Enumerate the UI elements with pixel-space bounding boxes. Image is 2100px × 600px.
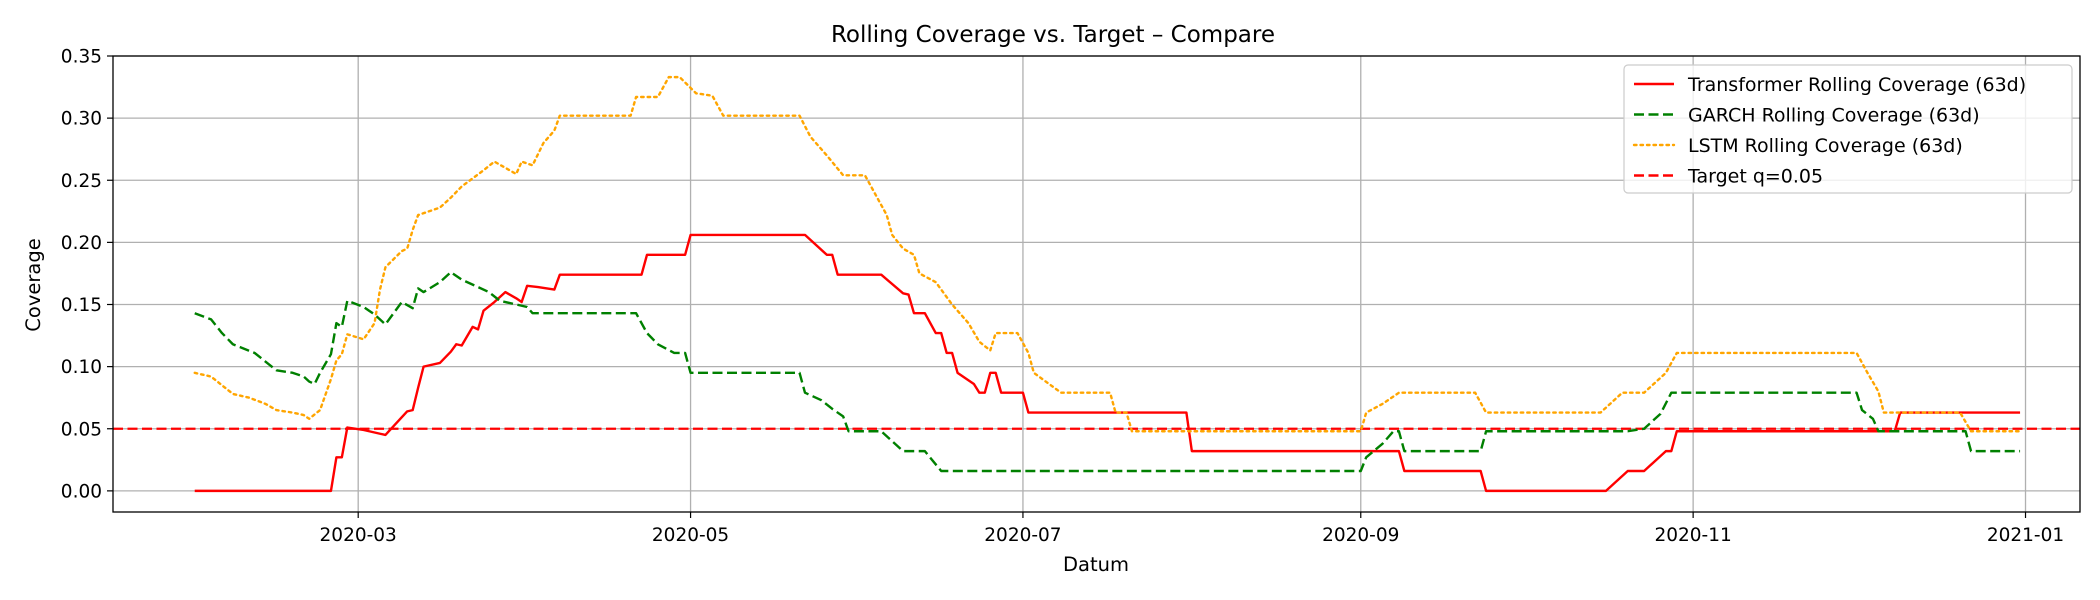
legend-label: LSTM Rolling Coverage (63d) (1688, 135, 1963, 157)
x-tick-label: 2020-09 (1322, 525, 1399, 546)
x-axis-label: Datum (1063, 553, 1129, 576)
x-tick-label: 2021-01 (1987, 525, 2064, 546)
y-tick-label: 0.35 (61, 47, 102, 68)
series-lines (193, 75, 2022, 493)
legend-label: Target q=0.05 (1687, 166, 1823, 188)
legend-label: Transformer Rolling Coverage (63d) (1687, 74, 2026, 96)
legend-box (1623, 64, 2073, 194)
x-axis-ticks: 2020-03 2020-05 2020-07 2020-09 2020-11 2021-… (320, 512, 2064, 546)
y-tick-label: 0.00 (61, 481, 102, 502)
legend: Transformer Rolling Coverage (63d) GARCH … (1623, 64, 2073, 194)
plot-frame (112, 55, 2081, 513)
y-tick-label: 0.10 (61, 357, 102, 378)
y-tick-label: 0.25 (61, 171, 102, 192)
y-tick-label: 0.15 (61, 295, 102, 316)
x-tick-label: 2020-05 (652, 525, 729, 546)
y-tick-label: 0.20 (61, 233, 102, 254)
x-tick-label: 2020-03 (320, 525, 397, 546)
y-axis-ticks: 0.00 0.05 0.10 0.15 0.20 0.25 0.30 0.35 (61, 47, 113, 502)
x-tick-label: 2020-11 (1654, 525, 1731, 546)
transformer-coverage-line (194, 233, 2021, 493)
y-tick-label: 0.05 (61, 419, 102, 440)
y-tick-label: 0.30 (61, 109, 102, 130)
y-axis-label: Coverage (22, 238, 45, 331)
lstm-coverage-line (193, 75, 2022, 433)
chart-title: Rolling Coverage vs. Target – Compare (831, 22, 1275, 48)
x-tick-label: 2020-07 (984, 525, 1061, 546)
legend-label: GARCH Rolling Coverage (63d) (1688, 105, 1980, 127)
garch-coverage-line (194, 271, 2021, 473)
